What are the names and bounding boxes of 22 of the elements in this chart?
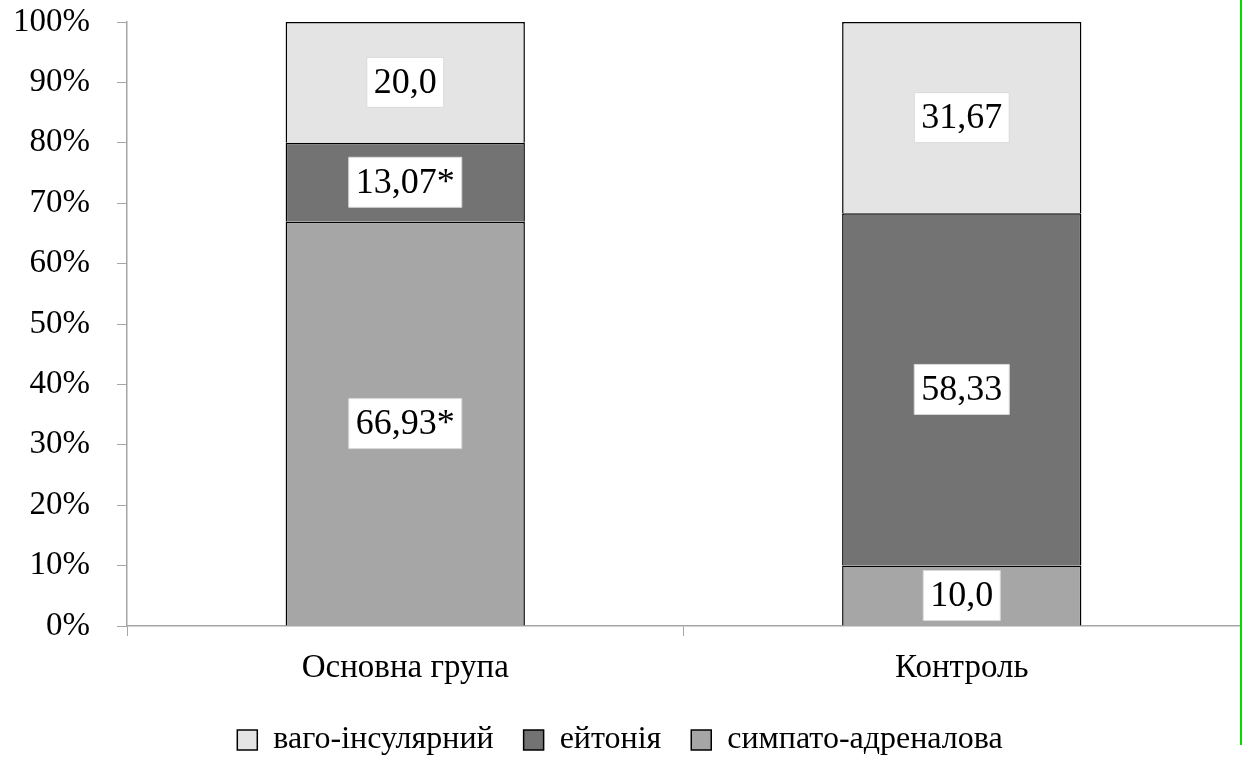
y-tick-label: 50% [29,303,90,340]
y-tick-label: 90% [29,62,90,99]
x-tick-label: Основна група [301,648,510,685]
data-label: 13,07* [355,160,455,201]
y-tick-label: 30% [29,424,90,461]
y-tick-label: 70% [29,182,90,219]
legend-label: ваго-інсулярний [273,719,494,756]
y-tick-label: 0% [46,605,90,642]
data-label: 58,33 [921,367,1003,408]
data-label: 20,0 [373,60,437,101]
legend-label: симпато-адреналова [727,719,1003,756]
y-tick-label: 80% [29,122,90,159]
x-tick-label: Контроль [895,648,1029,685]
legend-label: ейтонія [559,719,662,756]
y-tick-label: 40% [29,364,90,401]
y-tick-label: 100% [13,1,90,38]
y-tick-label: 20% [29,484,90,521]
y-tick-label: 10% [29,545,90,582]
y-tick-label: 60% [29,243,90,280]
data-label: 10,0 [930,574,994,614]
data-label: 66,93* [355,402,455,443]
data-label: 31,67 [921,96,1003,137]
